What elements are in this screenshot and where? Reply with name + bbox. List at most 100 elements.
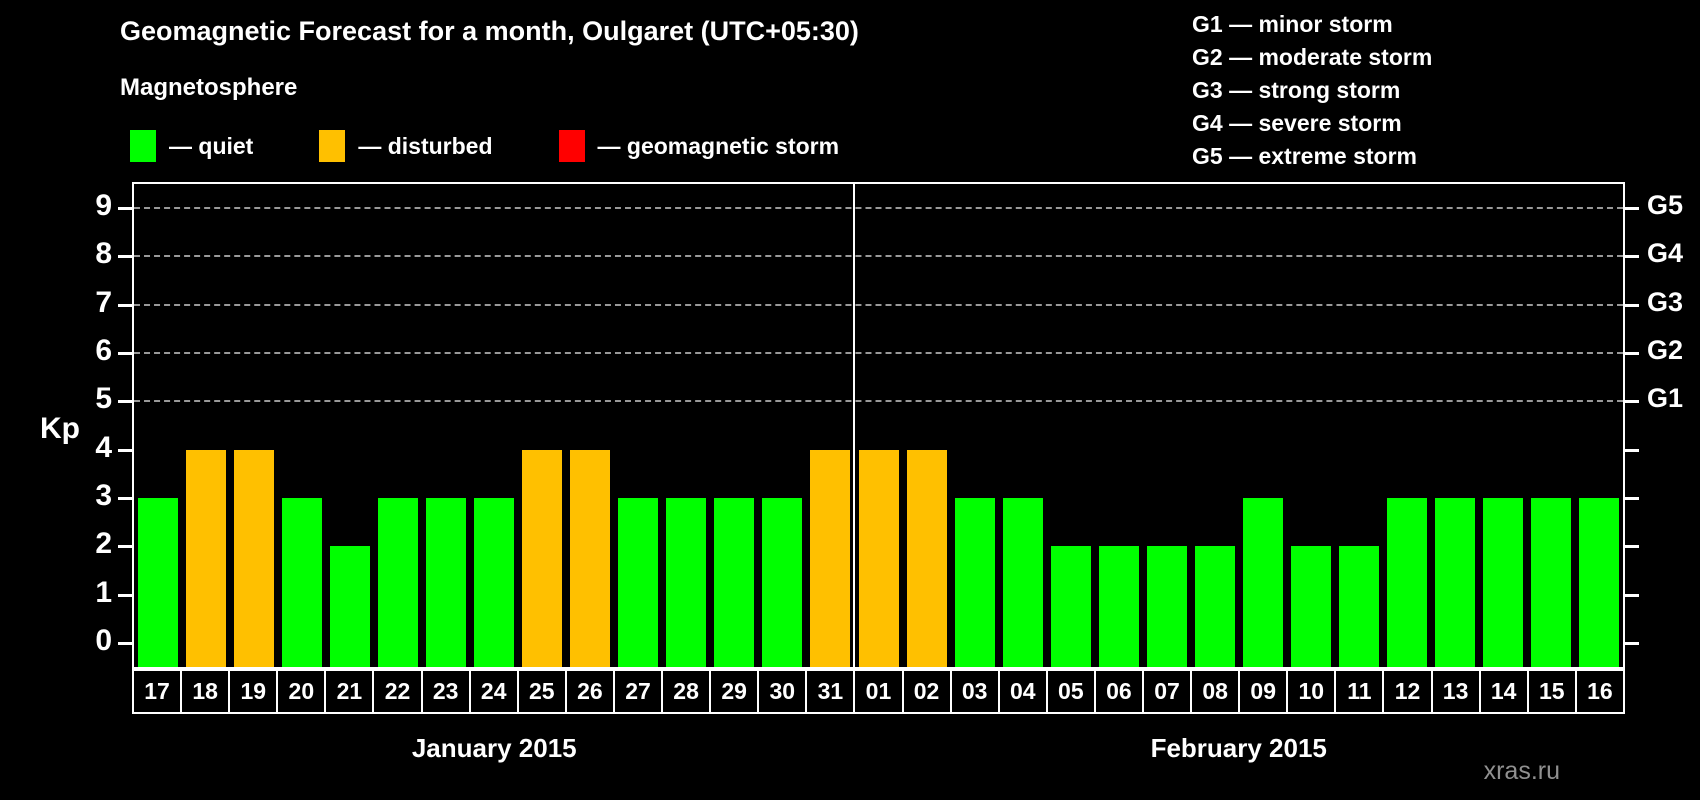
kp-bar: [522, 449, 563, 667]
y-axis-tick-left: [118, 255, 132, 259]
month-label: January 2015: [411, 733, 577, 763]
legend-row: — quiet — disturbed — geomagnetic storm: [130, 128, 839, 164]
day-label: 08: [1192, 671, 1241, 712]
y-axis-label: 4: [95, 430, 112, 464]
y-axis-tick-right: [1625, 593, 1639, 597]
kp-bar: [714, 497, 755, 667]
g-scale-legend-line: G4 — severe storm: [1192, 110, 1402, 136]
day-label: 13: [1433, 671, 1481, 712]
kp-bar: [906, 449, 947, 667]
y-axis-label: 5: [95, 382, 112, 416]
watermark: xras.ru: [1483, 757, 1560, 785]
day-label: 12: [1384, 671, 1433, 712]
day-label: 06: [1096, 671, 1144, 712]
kp-bar: [810, 449, 851, 667]
y-axis-tick-right: [1625, 303, 1639, 307]
y-axis-tick-right: [1625, 448, 1639, 452]
kp-bar: [1242, 497, 1283, 667]
day-label: 11: [1336, 671, 1385, 712]
kp-bar: [954, 497, 995, 667]
plot-area: [132, 182, 1625, 669]
kp-bar: [378, 497, 419, 667]
legend-item-label: — disturbed: [358, 132, 493, 159]
y-axis-tick-left: [118, 545, 132, 549]
kp-bar: [234, 449, 275, 667]
g-axis-label: G1: [1647, 383, 1684, 414]
kp-bar: [762, 497, 803, 667]
kp-bar: [474, 497, 515, 667]
kp-bar: [666, 497, 707, 667]
g-axis-label: G2: [1647, 335, 1684, 366]
day-label: 04: [1000, 671, 1048, 712]
legend-item-label: — quiet: [169, 132, 254, 159]
legend-item: — quiet: [130, 130, 253, 162]
day-label: 17: [134, 671, 183, 712]
y-axis-label: 2: [95, 527, 112, 561]
gridline: [134, 400, 1623, 403]
kp-bar: [1050, 546, 1091, 667]
page-title: Geomagnetic Forecast for a month, Oulgar…: [120, 16, 859, 46]
y-axis-label: 6: [95, 334, 112, 368]
day-label: 25: [519, 671, 567, 712]
magnetosphere-legend-heading: Magnetosphere: [120, 74, 298, 101]
y-axis-label: 9: [95, 189, 112, 223]
gridline: [134, 207, 1623, 210]
day-label: 30: [759, 671, 808, 712]
month-separator-line: [853, 184, 856, 667]
day-label: 19: [230, 671, 279, 712]
g-axis-label: G5: [1647, 190, 1684, 221]
kp-bar: [1434, 497, 1475, 667]
day-label: 28: [663, 671, 712, 712]
y-axis-tick-right: [1625, 545, 1639, 549]
day-label-row: 17 18 19 20 21 22 23 24 25 26 27 28 29 30 31 01 02 03 04 05…: [132, 669, 1625, 714]
y-axis-label: 1: [95, 575, 112, 609]
kp-bar: [1386, 497, 1427, 667]
y-axis-tick-right: [1625, 352, 1639, 356]
g-axis-label: G3: [1647, 286, 1684, 317]
legend-swatch-disturbed: [319, 130, 346, 162]
g-axis-label: G4: [1647, 238, 1684, 269]
y-axis-tick-right: [1625, 641, 1639, 645]
kp-bar: [1002, 497, 1043, 667]
month-label: February 2015: [1150, 733, 1327, 763]
y-axis-label: 8: [95, 237, 112, 271]
y-axis-title: Kp: [40, 412, 80, 445]
day-label: 23: [423, 671, 471, 712]
kp-bar: [330, 546, 371, 667]
y-axis-tick-left: [118, 207, 132, 211]
day-label: 22: [374, 671, 423, 712]
g-scale-legend-line: G5 — extreme storm: [1192, 143, 1417, 169]
gridline: [134, 352, 1623, 355]
day-label: 31: [807, 671, 856, 712]
y-axis-tick-right: [1625, 400, 1639, 404]
y-axis-tick-left: [118, 593, 132, 597]
day-label: 16: [1587, 678, 1613, 704]
gridline: [134, 255, 1623, 258]
y-axis-label: 0: [95, 623, 112, 657]
kp-bar: [186, 449, 227, 667]
gridline: [134, 303, 1623, 306]
kp-bar: [1338, 546, 1379, 667]
day-label: 02: [904, 671, 952, 712]
day-label: 27: [615, 671, 664, 712]
legend-swatch-storm: [558, 130, 585, 162]
kp-bar: [858, 449, 899, 667]
day-label: 01: [855, 671, 904, 712]
legend-item: — disturbed: [319, 130, 493, 162]
y-axis-tick-right: [1625, 496, 1639, 500]
g-scale-legend-line: G2 — moderate storm: [1192, 44, 1433, 70]
day-label: 18: [182, 671, 231, 712]
g-scale-legend-line: G3 — strong storm: [1192, 77, 1401, 103]
kp-bar: [1146, 546, 1187, 667]
kp-bar: [1290, 546, 1331, 667]
day-label: 10: [1288, 671, 1337, 712]
day-label: 07: [1144, 671, 1193, 712]
legend-item: — geomagnetic storm: [558, 130, 839, 162]
kp-bar: [138, 497, 179, 667]
kp-bar: [1530, 497, 1571, 667]
day-label: 29: [711, 671, 760, 712]
kp-bar: [1098, 546, 1139, 667]
y-axis-tick-right: [1625, 255, 1639, 259]
y-axis-tick-right: [1625, 207, 1639, 211]
